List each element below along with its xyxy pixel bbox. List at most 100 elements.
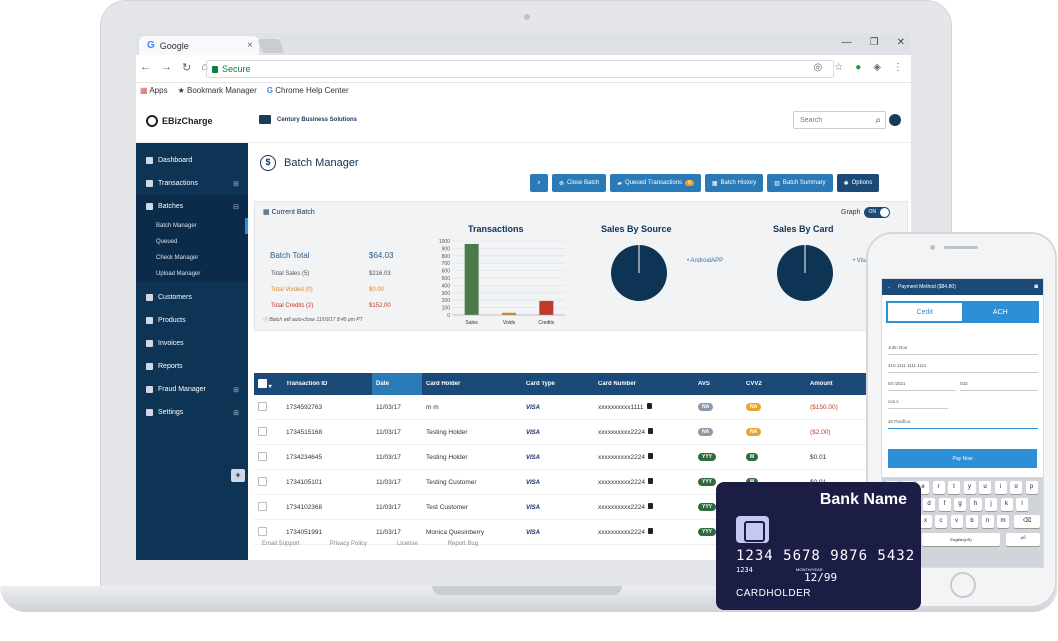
keyboard-key[interactable]: y — [963, 481, 976, 494]
keyboard-key[interactable]: c — [935, 515, 947, 528]
sidebar-toggle-icon[interactable]: ⊞ — [233, 409, 239, 417]
keyboard-key[interactable]: v — [950, 515, 963, 528]
column-header[interactable]: Transaction ID — [286, 381, 328, 387]
keyboard-key[interactable]: i — [994, 481, 1007, 494]
keyboard-key[interactable]: n — [981, 515, 994, 528]
keyboard-key[interactable]: f — [938, 498, 951, 511]
column-header[interactable]: Date — [372, 373, 422, 395]
expiry-field[interactable]: 03 /2021 — [888, 381, 956, 391]
chevron-down-icon[interactable]: ▾ — [267, 383, 272, 390]
home-button[interactable] — [950, 572, 976, 598]
home-icon[interactable]: ⌂ — [201, 61, 208, 73]
column-header[interactable]: Card Holder — [426, 381, 461, 387]
tab-close-icon[interactable]: × — [247, 40, 253, 51]
location-icon[interactable]: ◎ — [813, 62, 823, 73]
table-row[interactable]: 1734515168 11/03/17 Testing Holder VISA xxxx… — [254, 420, 908, 445]
sidebar-add-button[interactable]: + — [231, 469, 245, 482]
keyboard-key[interactable]: u — [979, 481, 991, 494]
close-batch-button[interactable]: ⊗ Close Batch — [552, 174, 607, 192]
camera-icon[interactable]: ◙ — [1034, 284, 1038, 290]
card-number-field[interactable]: 410 1111 1111 1111 — [888, 363, 1038, 373]
row-checkbox[interactable] — [258, 451, 267, 461]
keyboard-key[interactable]: m — [997, 515, 1009, 528]
sidebar-item-6[interactable]: Reports — [136, 355, 248, 378]
keyboard-key[interactable]: x — [919, 515, 932, 528]
column-header[interactable]: Amount — [810, 381, 833, 387]
search-input[interactable]: Search ⌕ — [793, 111, 886, 129]
sidebar-item-3[interactable]: Customers — [136, 286, 248, 309]
row-checkbox[interactable] — [258, 526, 267, 536]
sidebar-toggle-icon[interactable]: ⊟ — [233, 203, 239, 211]
column-header[interactable]: Card Number — [598, 381, 637, 387]
row-checkbox[interactable] — [258, 426, 267, 436]
keyboard-key[interactable]: h — [969, 498, 982, 511]
column-header[interactable]: Card Type — [526, 381, 555, 387]
sidebar-toggle-icon[interactable]: ⊞ — [233, 180, 239, 188]
keyboard-key[interactable]: b — [966, 515, 978, 528]
keyboard-key[interactable]: j — [985, 498, 997, 511]
keyboard-key[interactable]: k — [1000, 498, 1013, 511]
back-arrow-icon[interactable]: ← — [887, 284, 892, 290]
search-icon[interactable]: ⌕ — [875, 114, 881, 126]
bar-sales[interactable] — [464, 243, 479, 315]
new-tab-button[interactable] — [257, 39, 285, 53]
table-row[interactable]: 1734234645 11/03/17 Testing Holder VISA xxxx… — [254, 445, 908, 470]
column-header[interactable]: AVS — [698, 381, 710, 387]
space-key[interactable]: English(US) — [922, 533, 1000, 546]
restore-button[interactable]: ❐ — [869, 37, 879, 48]
bookmark-apps[interactable]: ▦ Apps — [140, 85, 168, 95]
cvv-field[interactable]: 033 — [960, 381, 1038, 391]
name-field[interactable]: John Doe — [888, 345, 1038, 355]
backspace-key[interactable]: ⌫ — [1014, 515, 1040, 528]
reload-icon[interactable]: ↻ — [182, 62, 192, 74]
tab-ach[interactable]: ACH — [992, 308, 1008, 316]
forward-icon[interactable]: → — [161, 61, 172, 73]
address-field[interactable]: cca s — [888, 399, 948, 409]
browser-tab[interactable]: G Google × — [139, 36, 259, 55]
keyboard-key[interactable]: l — [1016, 498, 1028, 511]
tab-credit[interactable]: Cedit — [888, 303, 962, 321]
close-window-button[interactable]: ✕ — [896, 37, 905, 48]
queued-transactions-button[interactable]: ▰ Queued Transactions 8 — [610, 174, 701, 192]
keyboard-key[interactable]: o — [1010, 481, 1022, 494]
bookmark-help[interactable]: G Chrome Help Center — [266, 85, 349, 95]
keyboard-key[interactable]: r — [932, 481, 945, 494]
extension-icon[interactable]: ● — [855, 62, 862, 73]
footer-link[interactable]: Report Bug — [447, 541, 479, 547]
zip-field[interactable]: 20 Pacifica — [888, 419, 1038, 429]
bar-voids[interactable] — [502, 312, 516, 315]
keyboard-key[interactable]: p — [1025, 481, 1038, 494]
minimize-button[interactable]: — — [841, 37, 852, 48]
footer-link[interactable]: License — [397, 541, 418, 547]
keyboard-key[interactable]: t — [948, 481, 960, 494]
star-icon[interactable]: ☆ — [834, 62, 844, 73]
keyboard-key[interactable]: d — [923, 498, 935, 511]
user-avatar-icon[interactable] — [889, 114, 901, 126]
footer-link[interactable]: Email Support — [262, 541, 300, 547]
table-row[interactable]: 1734592763 11/03/17 m m VISA xxxxxxxxxx1111 N… — [254, 395, 908, 420]
url-input[interactable]: Secure — [206, 60, 834, 78]
sidebar-item-8[interactable]: Settings ⊞ — [136, 401, 248, 424]
keyboard-key[interactable]: g — [954, 498, 966, 511]
sidebar-item-0[interactable]: Dashboard — [136, 149, 248, 172]
search-button[interactable]: ⌕ — [530, 174, 548, 192]
options-button[interactable]: ✱ Options — [836, 174, 880, 192]
footer-link[interactable]: Privacy Policy — [329, 541, 368, 547]
menu-icon[interactable]: ⋮ — [893, 62, 903, 73]
sidebar-subitem-3[interactable]: Upload Manager — [136, 266, 248, 282]
sidebar-item-4[interactable]: Products — [136, 309, 248, 332]
row-checkbox[interactable] — [258, 401, 267, 411]
sidebar-item-7[interactable]: Fraud Manager ⊞ — [136, 378, 248, 401]
row-checkbox[interactable] — [258, 476, 267, 486]
sidebar-subitem-0[interactable]: Batch Manager — [136, 218, 248, 234]
row-checkbox[interactable] — [258, 501, 267, 511]
sidebar-item-1[interactable]: Transactions ⊞ — [136, 172, 248, 195]
pay-now-button[interactable]: Pay Now — [888, 449, 1037, 468]
batch-summary-button[interactable]: ▥ Batch Summary — [767, 174, 833, 192]
sidebar-item-2[interactable]: Batches ⊟ — [136, 195, 248, 218]
select-all-checkbox[interactable] — [258, 378, 267, 388]
sidebar-subitem-1[interactable]: Queued — [136, 234, 248, 250]
shield-icon[interactable]: ◈ — [873, 62, 881, 73]
column-header[interactable]: CVV2 — [746, 381, 762, 387]
enter-key[interactable]: ⏎ — [1006, 533, 1040, 546]
